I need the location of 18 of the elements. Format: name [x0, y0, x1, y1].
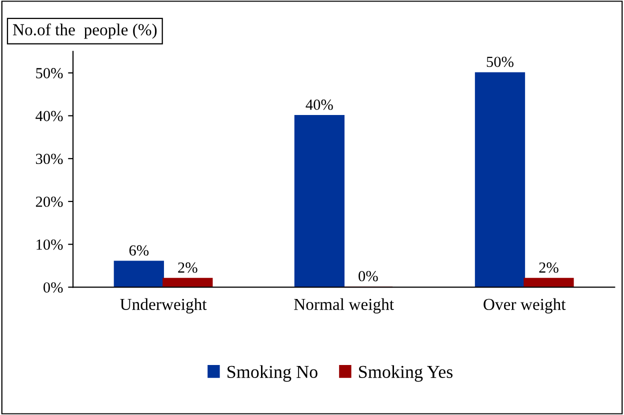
y-tick-label: 10%: [36, 239, 63, 250]
y-tick-label: 30%: [36, 154, 63, 164]
y-tick-label: 20%: [36, 196, 63, 207]
y-tick-label: 0%: [44, 282, 63, 293]
x-tick-label: Underweight: [120, 298, 207, 314]
data-label: 6%: [129, 245, 149, 256]
y-axis-title: No.of the people (%): [12, 23, 157, 39]
y-tick-label: 40%: [36, 110, 63, 122]
x-tick-label: Normal weight: [294, 298, 394, 314]
legend-label: Smoking Yes: [359, 365, 453, 382]
y-tick-label: 50%: [36, 68, 63, 78]
data-label: 40%: [306, 100, 333, 110]
legend-label: Smoking No: [228, 365, 318, 382]
data-label: 0%: [358, 270, 378, 282]
x-tick-label: Over weight: [484, 298, 566, 314]
data-label: 2%: [178, 262, 198, 273]
data-label: 50%: [486, 56, 514, 68]
data-label: 2%: [539, 262, 558, 273]
